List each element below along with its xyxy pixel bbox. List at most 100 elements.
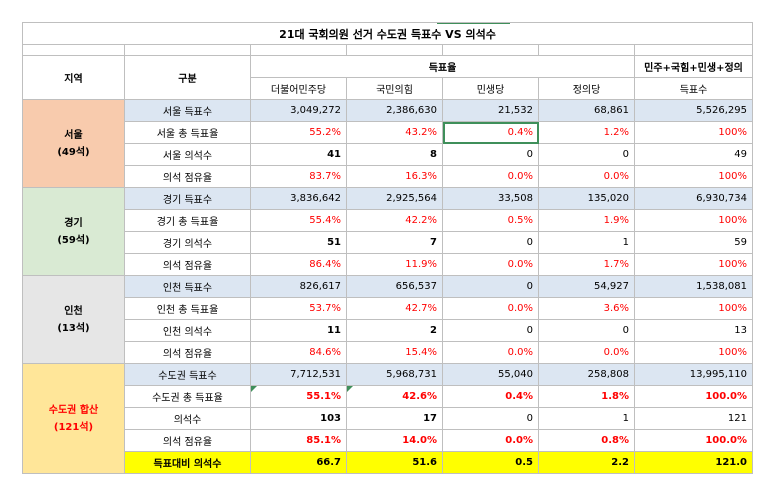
row-label[interactable]: 의석 점유율 [124,165,251,188]
value-cell[interactable]: 0.0% [442,429,539,452]
value-cell[interactable]: 826,617 [250,275,347,298]
value-cell[interactable]: 3.6% [538,297,635,320]
value-cell[interactable]: 3,836,642 [250,187,347,210]
value-cell[interactable]: 0.8% [538,429,635,452]
value-cell[interactable]: 0.0% [538,165,635,188]
row-label[interactable]: 의석 점유율 [124,341,251,364]
value-cell[interactable]: 0 [442,143,539,166]
row-label[interactable]: 인천 의석수 [124,319,251,342]
row-label[interactable]: 경기 득표수 [124,187,251,210]
value-cell[interactable]: 33,508 [442,187,539,210]
value-cell[interactable]: 0.5 [442,451,539,474]
value-cell[interactable]: 100% [634,209,753,232]
region-seoul[interactable]: 서울 (49석) [22,99,125,188]
value-cell[interactable]: 51.6 [346,451,443,474]
value-cell[interactable]: 86.4% [250,253,347,276]
header-party-democratic[interactable]: 더불어민주당 [250,77,347,100]
value-cell[interactable]: 2 [346,319,443,342]
value-cell[interactable]: 0.0% [442,341,539,364]
row-label[interactable]: 의석수 [124,407,251,430]
value-cell[interactable]: 100% [634,253,753,276]
value-cell[interactable]: 41 [250,143,347,166]
value-cell[interactable]: 1 [538,231,635,254]
value-cell[interactable]: 55.2% [250,121,347,144]
value-cell[interactable]: 0.0% [442,253,539,276]
value-cell[interactable]: 121.0 [634,451,753,474]
value-cell[interactable]: 0 [442,275,539,298]
value-cell[interactable]: 1.2% [538,121,635,144]
value-cell[interactable]: 0.4% [442,121,539,144]
value-cell[interactable]: 100.0% [634,385,753,408]
value-cell[interactable]: 7,712,531 [250,363,347,386]
value-cell[interactable]: 0.4% [442,385,539,408]
value-cell[interactable]: 42.7% [346,297,443,320]
value-cell[interactable]: 2,386,630 [346,99,443,122]
header-party-justice[interactable]: 정의당 [538,77,635,100]
value-cell[interactable]: 121 [634,407,753,430]
region-capital-total[interactable]: 수도권 합산 (121석) [22,363,125,474]
value-cell[interactable]: 85.1% [250,429,347,452]
value-cell[interactable]: 55.1% [250,385,347,408]
row-label[interactable]: 서울 총 득표율 [124,121,251,144]
header-region[interactable]: 지역 [22,55,125,100]
value-cell[interactable]: 1.9% [538,209,635,232]
value-cell[interactable]: 1,538,081 [634,275,753,298]
value-cell[interactable]: 54,927 [538,275,635,298]
row-label[interactable]: 경기 총 득표율 [124,209,251,232]
value-cell[interactable]: 2.2 [538,451,635,474]
value-cell[interactable]: 66.7 [250,451,347,474]
value-cell[interactable]: 100% [634,341,753,364]
header-combined-group[interactable]: 민주+국힘+민생+정의 [634,55,753,78]
value-cell[interactable]: 135,020 [538,187,635,210]
value-cell[interactable]: 5,968,731 [346,363,443,386]
value-cell[interactable]: 83.7% [250,165,347,188]
value-cell[interactable]: 84.6% [250,341,347,364]
value-cell[interactable]: 59 [634,231,753,254]
header-party-ppp[interactable]: 국민의힘 [346,77,443,100]
region-gyeonggi[interactable]: 경기 (59석) [22,187,125,276]
row-label[interactable]: 서울 의석수 [124,143,251,166]
value-cell[interactable]: 2,925,564 [346,187,443,210]
region-incheon[interactable]: 인천 (13석) [22,275,125,364]
value-cell[interactable]: 1.7% [538,253,635,276]
value-cell[interactable]: 0 [538,319,635,342]
value-cell[interactable]: 51 [250,231,347,254]
value-cell[interactable]: 21,532 [442,99,539,122]
value-cell[interactable]: 6,930,734 [634,187,753,210]
value-cell[interactable]: 7 [346,231,443,254]
value-cell[interactable]: 100% [634,297,753,320]
value-cell[interactable]: 0.0% [442,165,539,188]
value-cell[interactable]: 13,995,110 [634,363,753,386]
value-cell[interactable]: 100.0% [634,429,753,452]
value-cell[interactable]: 43.2% [346,121,443,144]
value-cell[interactable]: 258,808 [538,363,635,386]
row-label[interactable]: 수도권 총 득표율 [124,385,251,408]
value-cell[interactable]: 11 [250,319,347,342]
value-cell[interactable]: 656,537 [346,275,443,298]
value-cell[interactable]: 49 [634,143,753,166]
value-cell[interactable]: 55.4% [250,209,347,232]
value-cell[interactable]: 0 [442,231,539,254]
row-label[interactable]: 의석 점유율 [124,253,251,276]
value-cell[interactable]: 53.7% [250,297,347,320]
header-combined-votes[interactable]: 득표수 [634,77,753,100]
value-cell[interactable]: 0 [442,319,539,342]
value-cell[interactable]: 3,049,272 [250,99,347,122]
value-cell[interactable]: 103 [250,407,347,430]
row-label[interactable]: 수도권 득표수 [124,363,251,386]
row-label[interactable]: 인천 득표수 [124,275,251,298]
value-cell[interactable]: 42.6% [346,385,443,408]
value-cell[interactable]: 0 [442,407,539,430]
row-label[interactable]: 서울 득표수 [124,99,251,122]
value-cell[interactable]: 100% [634,165,753,188]
row-label[interactable]: 경기 의석수 [124,231,251,254]
row-label[interactable]: 인천 총 득표율 [124,297,251,320]
header-category[interactable]: 구분 [124,55,251,100]
value-cell[interactable]: 42.2% [346,209,443,232]
value-cell[interactable]: 0.0% [538,341,635,364]
header-vote-rate-group[interactable]: 득표율 [250,55,635,78]
value-cell[interactable]: 1 [538,407,635,430]
value-cell[interactable]: 0.0% [442,297,539,320]
row-label[interactable]: 의석 점유율 [124,429,251,452]
value-cell[interactable]: 0.5% [442,209,539,232]
